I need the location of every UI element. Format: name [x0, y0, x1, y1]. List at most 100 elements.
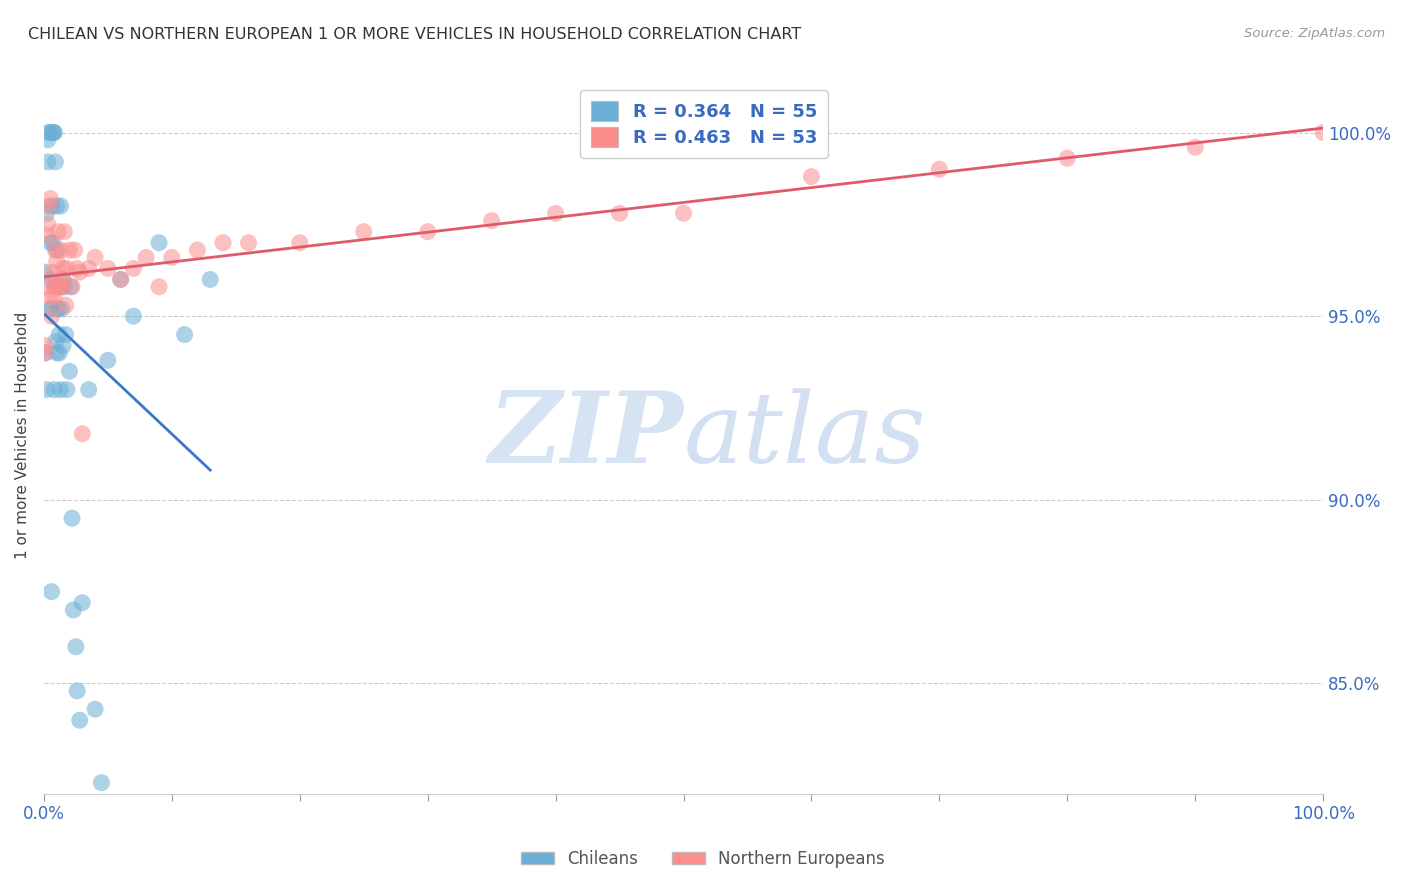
Point	[45, 346, 67, 360]
Point	[77, 261, 100, 276]
Point	[110, 272, 132, 286]
Text: atlas: atlas	[683, 388, 927, 483]
Text: Source: ZipAtlas.com: Source: ZipAtlas.com	[1244, 27, 1385, 40]
Point	[42, 383, 65, 397]
Point	[37, 228, 59, 243]
Point	[42, 291, 65, 305]
Point	[135, 251, 157, 265]
Point	[35, 383, 58, 397]
Point	[48, 346, 70, 360]
Point	[63, 243, 86, 257]
Point	[44, 334, 66, 349]
Point	[90, 775, 112, 789]
Point	[84, 702, 107, 716]
Point	[48, 280, 70, 294]
Point	[97, 353, 120, 368]
Point	[44, 155, 66, 169]
Point	[38, 126, 60, 140]
Point	[122, 261, 145, 276]
Point	[52, 261, 75, 276]
Point	[1184, 140, 1206, 154]
Point	[45, 243, 67, 257]
Point	[42, 280, 65, 294]
Point	[110, 272, 132, 286]
Point	[42, 126, 65, 140]
Point	[148, 235, 170, 250]
Point	[58, 364, 80, 378]
Point	[212, 235, 235, 250]
Point	[41, 199, 63, 213]
Point	[72, 426, 94, 441]
Point	[49, 199, 72, 213]
Point	[928, 162, 950, 177]
Point	[49, 243, 72, 257]
Point	[49, 280, 72, 294]
Point	[44, 243, 66, 257]
Point	[34, 346, 56, 360]
Point	[69, 713, 91, 727]
Point	[1312, 126, 1334, 140]
Point	[186, 243, 208, 257]
Point	[65, 640, 87, 654]
Point	[84, 251, 107, 265]
Point	[35, 206, 58, 220]
Point	[122, 309, 145, 323]
Point	[72, 596, 94, 610]
Point	[56, 261, 79, 276]
Y-axis label: 1 or more Vehicles in Household: 1 or more Vehicles in Household	[15, 312, 30, 559]
Point	[38, 126, 60, 140]
Point	[52, 272, 75, 286]
Point	[42, 265, 65, 279]
Point	[69, 265, 91, 279]
Point	[353, 225, 375, 239]
Point	[544, 206, 567, 220]
Legend: R = 0.364   N = 55, R = 0.463   N = 53: R = 0.364 N = 55, R = 0.463 N = 53	[581, 90, 828, 158]
Point	[49, 383, 72, 397]
Point	[45, 199, 67, 213]
Point	[44, 280, 66, 294]
Point	[39, 235, 62, 250]
Point	[42, 126, 65, 140]
Point	[58, 243, 80, 257]
Point	[60, 511, 83, 525]
Point	[48, 327, 70, 342]
Point	[46, 225, 69, 239]
Point	[55, 327, 77, 342]
Point	[51, 280, 73, 294]
Point	[45, 280, 67, 294]
Point	[173, 327, 195, 342]
Point	[97, 261, 120, 276]
Point	[37, 155, 59, 169]
Point	[41, 584, 63, 599]
Point	[38, 199, 60, 213]
Point	[39, 291, 62, 305]
Point	[288, 235, 311, 250]
Point	[1056, 151, 1078, 165]
Point	[59, 280, 82, 294]
Point	[34, 346, 56, 360]
Point	[46, 301, 69, 316]
Point	[198, 272, 221, 286]
Point	[53, 225, 76, 239]
Point	[481, 213, 503, 227]
Point	[42, 235, 65, 250]
Point	[148, 280, 170, 294]
Point	[45, 254, 67, 268]
Point	[42, 126, 65, 140]
Point	[66, 261, 89, 276]
Text: CHILEAN VS NORTHERN EUROPEAN 1 OR MORE VEHICLES IN HOUSEHOLD CORRELATION CHART: CHILEAN VS NORTHERN EUROPEAN 1 OR MORE V…	[28, 27, 801, 42]
Point	[416, 225, 439, 239]
Point	[53, 280, 76, 294]
Point	[52, 338, 75, 352]
Point	[46, 301, 69, 316]
Point	[35, 280, 58, 294]
Point	[672, 206, 695, 220]
Point	[39, 301, 62, 316]
Point	[77, 383, 100, 397]
Legend: Chileans, Northern Europeans: Chileans, Northern Europeans	[515, 844, 891, 875]
Point	[238, 235, 260, 250]
Point	[34, 338, 56, 352]
Point	[62, 603, 84, 617]
Text: ZIP: ZIP	[488, 387, 683, 483]
Point	[41, 301, 63, 316]
